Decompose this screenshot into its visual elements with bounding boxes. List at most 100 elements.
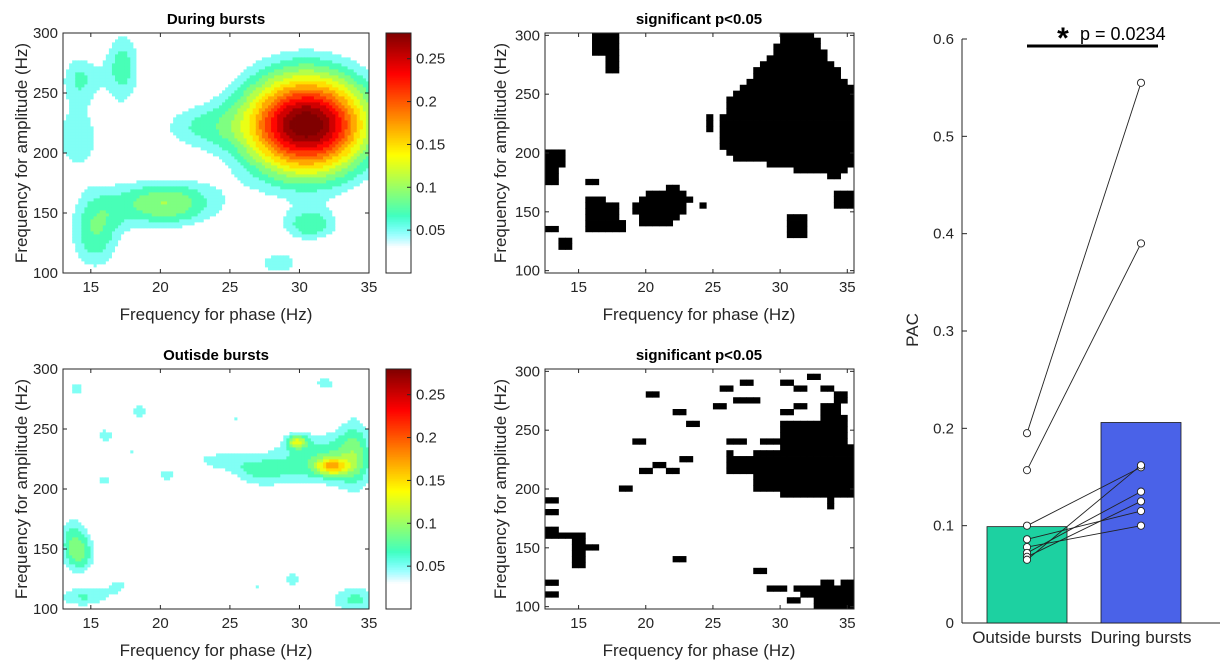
heatmap-cell [359,66,364,70]
heatmap-cell [286,117,290,121]
heatmap-cell [240,84,244,88]
heatmap-cell [81,231,85,235]
heatmap-cell [234,174,238,178]
heatmap-cell [81,258,85,262]
heatmap-cell [108,99,113,103]
heatmap-cell [274,249,278,253]
heatmap-cell [124,225,128,229]
heatmap-cell [350,147,355,151]
heatmap-cell [289,84,293,88]
heatmap-cell [167,213,171,217]
heatmap-cell [292,162,296,166]
heatmap-cell [320,180,324,184]
heatmap-cell [170,120,174,124]
heatmap-cell [96,132,101,136]
heatmap-cell [277,63,281,67]
heatmap-cell [234,93,238,97]
heatmap-cell [69,156,73,160]
heatmap-cell [118,183,122,187]
heatmap-cell [115,105,119,109]
heatmap-cell [197,225,202,229]
heatmap-cell [148,213,153,217]
heatmap-cell [338,180,342,184]
heatmap-cell [96,138,101,142]
heatmap-cell [320,105,324,109]
heatmap-cell [84,195,88,199]
heatmap-cell [283,87,287,91]
heatmap-cell [347,90,352,94]
heatmap-cell [240,141,244,145]
heatmap-cell [108,180,113,184]
colorbar-segment [386,115,411,118]
heatmap-cell [108,78,113,82]
heatmap-cell [105,201,110,205]
heatmap-cell [338,123,342,127]
heatmap-cell [216,168,220,172]
heatmap-cell [105,48,110,52]
heatmap-cell [350,87,355,91]
heatmap-cell [365,114,369,118]
heatmap-cell [145,186,150,190]
heatmap-cell [326,204,330,208]
heatmap-cell [310,123,315,127]
heatmap-cell [347,177,352,181]
heatmap-cell [365,105,369,109]
heatmap-cell [105,198,110,202]
heatmap-cell [277,219,281,223]
heatmap-cell [237,108,241,112]
heatmap-cell [347,117,352,121]
heatmap-cell [264,75,269,79]
heatmap-cell [280,267,284,271]
heatmap-cell [176,186,180,190]
heatmap-cell [298,129,303,133]
heatmap-cell [320,69,324,73]
heatmap-cell [237,189,241,193]
heatmap-cell [96,192,101,196]
heatmap-cell [203,192,208,196]
heatmap-cell [310,189,315,193]
heatmap-cell [307,189,312,193]
heatmap-cell [261,267,266,271]
heatmap-cell [105,222,110,226]
heatmap-cell [96,255,101,259]
heatmap-cell [304,225,309,229]
heatmap-cell [255,183,260,187]
heatmap-cell [286,216,290,220]
heatmap-cell [335,90,339,94]
heatmap-cell [341,171,345,175]
heatmap-cell [157,228,162,232]
heatmap-cell [350,168,355,172]
heatmap-cell [121,231,125,235]
heatmap-cell [313,84,318,88]
heatmap-cell [124,189,128,193]
heatmap-cell [87,81,91,85]
heatmap-cell [237,81,241,85]
heatmap-cell [157,222,162,226]
heatmap-cell [93,192,98,196]
heatmap-cell [200,132,205,136]
heatmap-cell [133,78,137,82]
heatmap-cell [283,225,287,229]
heatmap-cell [75,102,79,106]
heatmap-cell [323,138,327,142]
heatmap-cell [277,207,281,211]
heatmap-cell [90,108,94,112]
heatmap-cell [307,222,312,226]
heatmap-cell [118,189,122,193]
heatmap-cell [203,102,208,106]
heatmap-cell [87,207,91,211]
heatmap-cell [228,174,232,178]
heatmap-cell [157,225,162,229]
heatmap-cell [231,87,235,91]
heatmap-cell [323,231,327,235]
heatmap-cell [240,189,244,193]
heatmap-cell [90,150,94,154]
heatmap-cell [335,195,339,199]
heatmap-cell [298,174,303,178]
heatmap-cell [188,132,192,136]
heatmap-cell [313,138,318,142]
heatmap-cell [277,108,281,112]
heatmap-cell [96,207,101,211]
heatmap-cell [274,108,278,112]
heatmap-cell [353,84,358,88]
